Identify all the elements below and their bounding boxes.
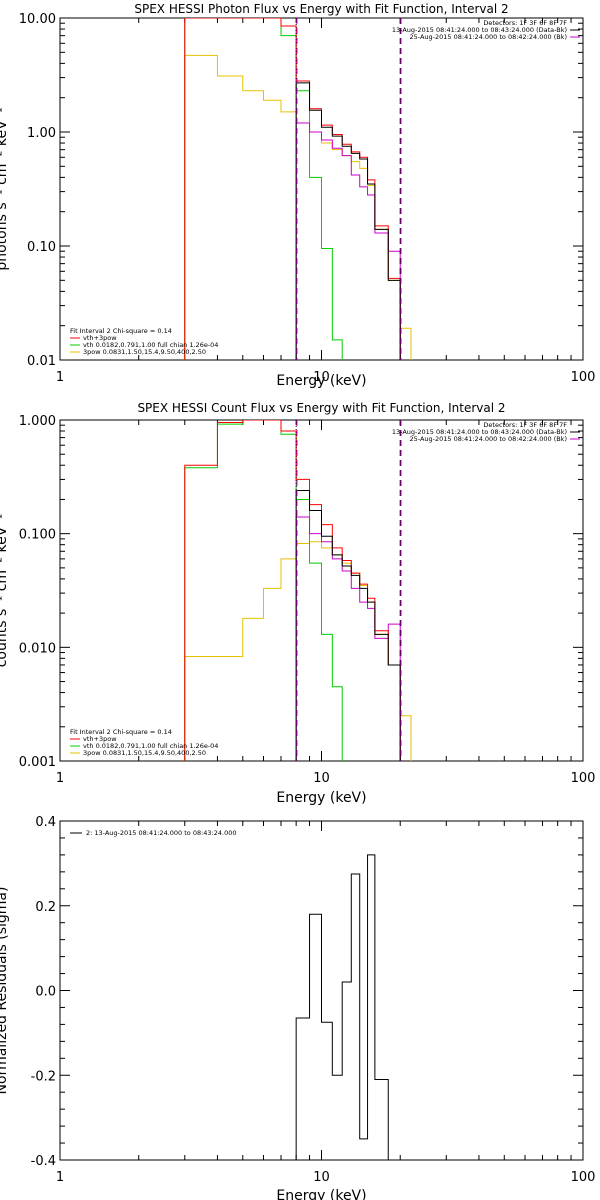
- chart-3: 1 10 100 Energy (keV) -0.4 -0.2 0.0 0.2 0.4 Norma…: [0, 815, 595, 1200]
- y-axis: 0.001 0.010 0.100 1.000 counts s⁻¹ cm⁻² keV⁻…: [0, 414, 583, 770]
- y-tick-label: 0.0: [35, 985, 56, 1000]
- y-tick-label: -0.2: [31, 1069, 56, 1084]
- chart-2: SPEX HESSI Count Flux vs Energy with Fit…: [0, 401, 595, 806]
- legend-entry: vth+3pow: [83, 735, 117, 743]
- series-3pow: [184, 541, 412, 761]
- y-tick-label: 0.2: [35, 900, 56, 915]
- legend-title: Fit Interval 2 Chi-square = 0.14: [70, 728, 172, 736]
- legend-entry: 3pow 0.0831,1.50,15.4,9.50,400,2.50: [83, 749, 206, 757]
- x-tick-label: 100: [571, 370, 596, 385]
- x-tick-label: 10: [313, 1170, 330, 1185]
- series-vth-3pow: [184, 420, 401, 761]
- y-axis: -0.4 -0.2 0.0 0.2 0.4 Normalized Residuals (s…: [0, 815, 583, 1169]
- series-data-bk: [295, 489, 401, 761]
- chart-title: SPEX HESSI Count Flux vs Energy with Fit…: [137, 401, 505, 415]
- x-tick-label: 10: [313, 370, 330, 385]
- x-tick-label: 1: [56, 370, 64, 385]
- y-tick-label: -0.4: [31, 1154, 56, 1169]
- y-tick-label: 0.010: [19, 641, 56, 656]
- x-axis-label: Energy (keV): [276, 373, 366, 389]
- info-text: Detectors: 1F 3F 6F 8F 7F: [483, 19, 567, 27]
- chart-1: SPEX HESSI Photon Flux vs Energy with Fi…: [0, 2, 595, 389]
- x-tick-label: 1: [56, 771, 64, 786]
- y-tick-label: 0.001: [19, 755, 56, 770]
- series-3pow: [184, 54, 412, 360]
- series-group: [295, 854, 389, 1160]
- series-2-: [295, 854, 389, 1160]
- x-axis: 1 10 100 Energy (keV): [56, 821, 596, 1200]
- info-text: 25-Aug-2015 08:41:24.000 to 08:42:24.000…: [410, 435, 567, 443]
- x-axis-label: Energy (keV): [276, 1188, 366, 1200]
- legend-entry: 2: 13-Aug-2015 08:41:24.000 to 08:43:24.…: [86, 829, 237, 837]
- series-bk: [295, 516, 401, 761]
- series-data-bk: [295, 82, 401, 360]
- y-tick-label: 0.10: [27, 240, 56, 255]
- chart-title: SPEX HESSI Photon Flux vs Energy with Fi…: [134, 2, 508, 16]
- info-text: 25-Aug-2015 08:41:24.000 to 08:42:24.000…: [410, 33, 567, 41]
- info-text: 13-Aug-2015 08:41:24.000 to 08:43:24.000…: [392, 26, 567, 34]
- legend-entry: vth+3pow: [83, 334, 117, 342]
- legend-entry: 3pow 0.0831,1.50,15.4,9.50,400,2.50: [83, 348, 206, 356]
- y-axis-label: photons s⁻¹ cm⁻² keV⁻¹: [0, 107, 10, 270]
- y-tick-label: 10.00: [19, 12, 56, 27]
- legend-title: Fit Interval 2 Chi-square = 0.14: [70, 327, 172, 335]
- y-tick-label: 0.01: [27, 354, 56, 369]
- x-tick-label: 10: [313, 771, 330, 786]
- y-axis: 0.01 0.10 1.00 10.00 photons s⁻¹ cm⁻² keV⁻¹: [0, 12, 583, 369]
- series-vth: [184, 18, 343, 360]
- x-tick-label: 1: [56, 1170, 64, 1185]
- x-tick-label: 100: [571, 771, 596, 786]
- y-tick-label: 0.100: [19, 528, 56, 543]
- y-tick-label: 1.00: [27, 126, 56, 141]
- y-tick-label: 0.4: [35, 815, 56, 830]
- y-axis-label: Normalized Residuals (sigma): [0, 887, 10, 1095]
- y-axis-label: counts s⁻¹ cm⁻² keV⁻¹: [0, 514, 10, 668]
- info-text: Detectors: 1F 3F 6F 8F 7F: [483, 421, 567, 429]
- y-tick-label: 1.000: [19, 414, 56, 429]
- series-group: [184, 420, 412, 761]
- info-text: 13-Aug-2015 08:41:24.000 to 08:43:24.000…: [392, 428, 567, 436]
- x-tick-label: 100: [571, 1170, 596, 1185]
- legend-entry: vth 0.0182,0.791,1.00 full chian 1.26e-0…: [83, 341, 218, 349]
- series-group: [184, 18, 412, 360]
- series-bk: [295, 122, 401, 360]
- x-axis-label: Energy (keV): [276, 790, 366, 806]
- legend-entry: vth 0.0182,0.791,1.00 full chian 1.26e-0…: [83, 742, 218, 750]
